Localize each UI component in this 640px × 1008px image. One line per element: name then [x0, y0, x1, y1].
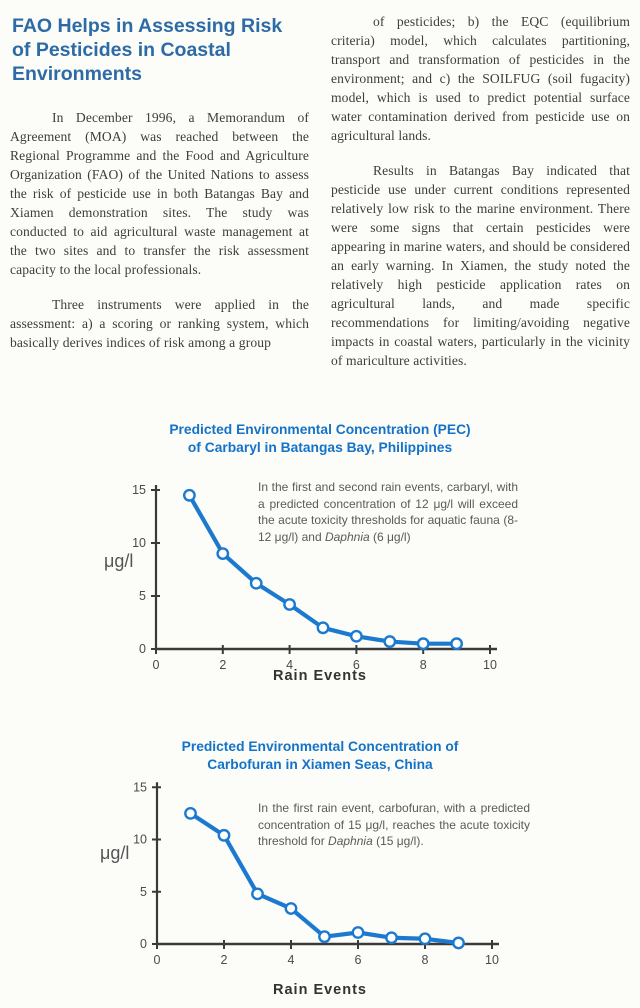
- svg-text:0: 0: [140, 937, 147, 951]
- svg-text:2: 2: [219, 658, 226, 672]
- svg-text:0: 0: [153, 658, 160, 672]
- svg-text:0: 0: [154, 953, 161, 967]
- chart-title-carbofuran: Predicted Environmental Concentration of…: [181, 739, 459, 772]
- chart-title-carbaryl: Predicted Environmental Concentration (P…: [169, 422, 471, 455]
- x-axis-label-2: Rain Events: [273, 982, 367, 998]
- paragraph-4: Results in Batangas Bay indicated that p…: [331, 163, 630, 368]
- svg-text:10: 10: [485, 953, 499, 967]
- page-title: FAO Helps in Assessing Risk of Pesticide…: [12, 15, 283, 85]
- left-column: FAO Helps in Assessing Risk of Pesticide…: [10, 12, 309, 386]
- svg-text:4: 4: [286, 658, 293, 672]
- paragraph-1: In December 1996, a Memorandum of Agreem…: [10, 110, 309, 277]
- annotation-text-end: (6 μg/l): [369, 529, 411, 544]
- y-axis-label-1: μg/l: [104, 551, 134, 571]
- article-text: FAO Helps in Assessing Risk of Pesticide…: [0, 0, 640, 386]
- paragraph-3: of pesticides; b) the EQC (equilibrium c…: [331, 14, 630, 143]
- svg-text:0: 0: [139, 642, 146, 656]
- svg-text:6: 6: [353, 658, 360, 672]
- svg-text:6: 6: [355, 953, 362, 967]
- annotation-text-end: (15 μg/l).: [372, 834, 424, 848]
- svg-text:8: 8: [420, 658, 427, 672]
- svg-text:8: 8: [422, 953, 429, 967]
- chart-annotation-carbaryl: In the first and second rain events, car…: [258, 479, 518, 545]
- svg-text:5: 5: [139, 589, 146, 603]
- pec-carbaryl-line-chart: 0 2 4 6 8 10 0 5 10 15: [132, 483, 497, 672]
- svg-text:15: 15: [133, 782, 147, 794]
- annotation-italic-daphnia: Daphnia: [328, 834, 373, 848]
- svg-text:5: 5: [140, 885, 147, 899]
- chart-section-carbofuran: Predicted Environmental Concentration of…: [0, 738, 640, 998]
- svg-text:10: 10: [483, 658, 497, 672]
- annotation-text: In the first rain event, carbofuran, wit…: [258, 801, 530, 848]
- annotation-italic-daphnia: Daphnia: [324, 529, 370, 544]
- svg-text:10: 10: [133, 833, 147, 847]
- pec-carbofuran-line-chart: 0 2 4 6 8 10 0 5 10 15: [133, 782, 499, 967]
- y-axis-label-2: μg/l: [100, 843, 130, 863]
- annotation-text: In the first and second rain events, car…: [258, 480, 518, 544]
- chart-annotation-carbofuran: In the first rain event, carbofuran, wit…: [258, 800, 530, 850]
- paragraph-2: Three instruments were applied in the as…: [10, 297, 309, 350]
- x-axis-label-1: Rain Events: [273, 668, 367, 684]
- svg-text:4: 4: [288, 953, 295, 967]
- chart-section-carbaryl: Predicted Environmental Concentration (P…: [0, 421, 640, 684]
- svg-text:10: 10: [132, 536, 146, 550]
- svg-text:2: 2: [221, 953, 228, 967]
- svg-text:15: 15: [132, 483, 146, 497]
- right-column: of pesticides; b) the EQC (equilibrium c…: [331, 12, 630, 386]
